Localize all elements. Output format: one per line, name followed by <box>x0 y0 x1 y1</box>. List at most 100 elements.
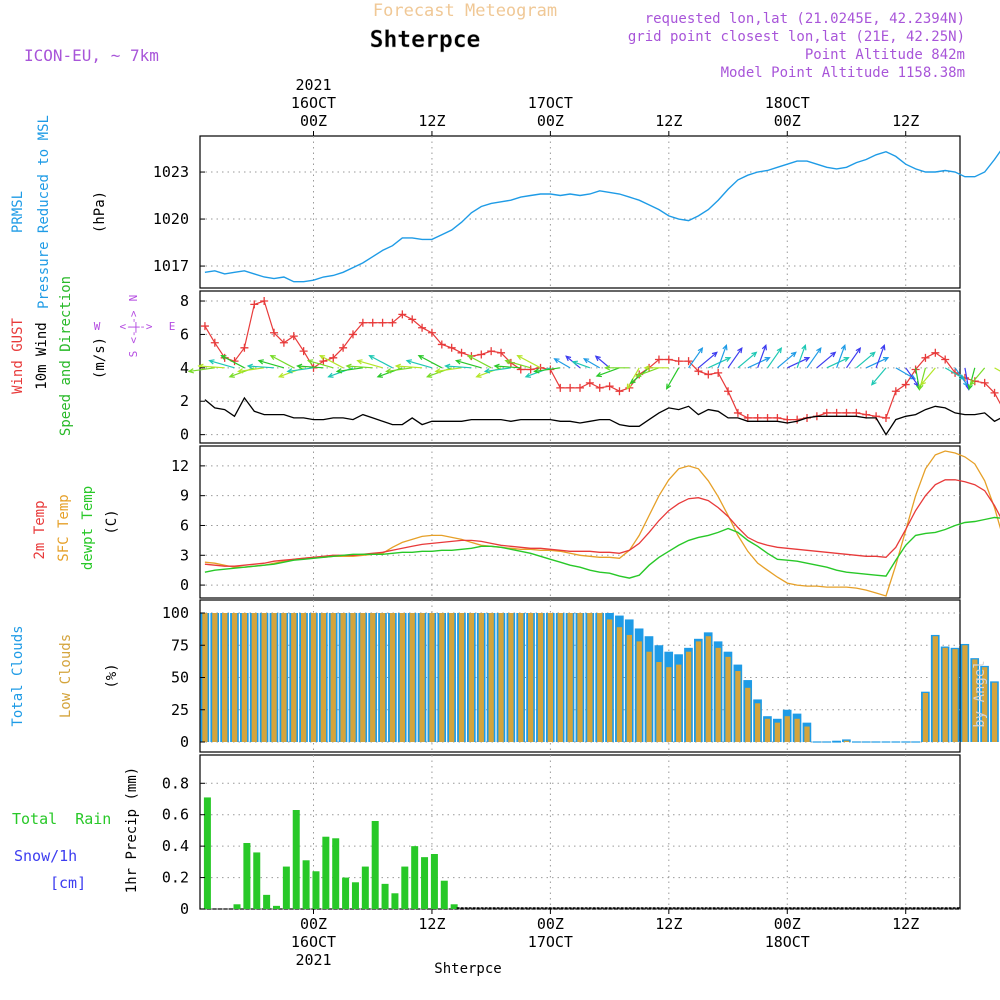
x-tick-label-bottom: 18OCT <box>765 933 810 951</box>
gust-marker <box>516 365 525 374</box>
wind-direction-arrowhead <box>466 354 474 361</box>
low-clouds-bar <box>626 634 632 742</box>
wind-direction-arrowhead <box>594 355 601 362</box>
rain-bar <box>381 883 389 909</box>
wind-direction-arrowhead <box>237 368 244 374</box>
low-clouds-bar <box>439 613 445 742</box>
low-clouds-bar <box>636 641 642 742</box>
low-clouds-bar <box>301 613 307 742</box>
wind-direction-arrowhead <box>475 372 482 378</box>
low-clouds-bar <box>271 613 277 742</box>
wind-direction-arrow <box>456 360 482 369</box>
gust-marker <box>240 343 249 352</box>
gust-marker <box>200 322 209 331</box>
wind-direction-arrow <box>583 358 601 369</box>
rain-bar <box>391 893 399 909</box>
gust-marker <box>901 380 910 389</box>
low-clouds-bar <box>241 613 248 742</box>
wind-direction-arrowhead <box>909 374 917 380</box>
wind-direction-arrowhead <box>434 368 441 374</box>
pressure-panel <box>199 135 961 289</box>
low-clouds-bar <box>577 613 583 742</box>
rain-bar <box>450 904 458 909</box>
point-altitude: Point Altitude 842m <box>805 47 965 63</box>
low-clouds-bar <box>518 613 524 742</box>
prmsl-label: PRMSL <box>10 191 26 233</box>
sfc-temp-line <box>204 450 1000 597</box>
low-clouds-bar <box>360 613 366 742</box>
low-clouds-bar <box>735 671 741 742</box>
rain-bar <box>332 838 340 909</box>
low-clouds-bar <box>597 613 603 742</box>
x-tick-label-bottom: 16OCT <box>291 933 336 951</box>
low-clouds-bar <box>222 613 228 742</box>
wind-direction-arrowhead <box>306 359 314 365</box>
low-clouds-bar <box>676 664 682 742</box>
wind-direction-arrowhead <box>553 358 560 364</box>
grid-point-coords: grid point closest lon,lat (21E, 42.25N) <box>628 29 965 45</box>
gust-marker <box>319 357 328 366</box>
gust-marker <box>408 315 417 324</box>
wind-direction-label: Speed and Direction <box>58 276 74 436</box>
gust-marker <box>773 413 782 422</box>
low-clouds-bar <box>528 613 534 742</box>
wind-direction-arrow <box>737 351 757 369</box>
rain-bar <box>282 866 290 909</box>
wind-direction-arrowhead <box>405 359 412 365</box>
gust-marker <box>980 378 989 387</box>
wind-direction-arrow <box>346 365 373 369</box>
marks-layer <box>187 150 1000 909</box>
gust-marker <box>487 347 496 356</box>
wind-direction-arrow <box>435 367 462 373</box>
wind-direction-arrowhead <box>626 383 632 390</box>
wind-direction-arrowhead <box>697 347 704 354</box>
low-clouds-bar <box>330 613 336 742</box>
low-clouds-bar <box>498 613 504 742</box>
wind-direction-arrowhead <box>417 354 424 361</box>
x-tick-label-top: 16OCT <box>291 94 336 112</box>
pressure-line <box>204 150 1000 283</box>
wind-direction-arrowhead <box>524 372 531 378</box>
low-clouds-bar <box>656 662 662 742</box>
y-tick-label-precip: 0 <box>180 900 189 918</box>
gust-marker <box>714 368 723 377</box>
gust-marker <box>299 347 308 356</box>
wind-direction-arrow <box>905 367 919 387</box>
sfc-temp-label: SFC Temp <box>56 494 72 561</box>
wind-direction-arrowhead <box>368 354 375 361</box>
wind-direction-arrowhead <box>257 359 264 365</box>
low-clouds-bar <box>251 613 257 742</box>
gust-marker <box>250 300 259 309</box>
wind-direction-arrowhead <box>454 359 462 365</box>
wind-direction-arrow <box>554 358 571 369</box>
y-tick-label-wind: 0 <box>180 426 189 444</box>
low-clouds-bar <box>212 613 218 742</box>
rain-bar <box>253 852 261 909</box>
wind-direction-arrowhead <box>711 351 718 358</box>
wind-direction-arrowhead <box>187 368 195 374</box>
y-tick-label-wind: 8 <box>180 292 189 310</box>
wind-direction-arrow <box>717 345 727 369</box>
gust-marker <box>339 343 348 352</box>
wind-direction-arrow <box>767 347 782 369</box>
low-clouds-bar <box>922 692 929 742</box>
chart-title: Shterpce <box>370 27 481 53</box>
wind-direction-arrowhead <box>571 360 578 366</box>
compass-east: E <box>169 320 176 333</box>
low-clouds-bar <box>399 613 405 742</box>
wind-direction-arrowhead <box>327 372 334 378</box>
snow-unit-label: [cm] <box>50 874 86 892</box>
gust-marker <box>842 408 851 417</box>
wind-direction-arrowhead <box>603 365 611 371</box>
wind-direction-arrow <box>386 367 413 373</box>
wind-direction-arrowhead <box>804 357 811 362</box>
y-tick-label-precip: 0.6 <box>162 806 189 824</box>
y-tick-label-temperature: 12 <box>171 457 189 475</box>
low-clouds-bar <box>281 613 287 742</box>
low-clouds-bar <box>794 718 800 742</box>
clouds-unit: (%) <box>104 663 120 688</box>
gust-marker <box>783 415 792 424</box>
wind-direction-arrowhead <box>345 363 352 370</box>
wind-direction-arrowhead <box>855 347 862 354</box>
gust-marker <box>576 383 584 392</box>
